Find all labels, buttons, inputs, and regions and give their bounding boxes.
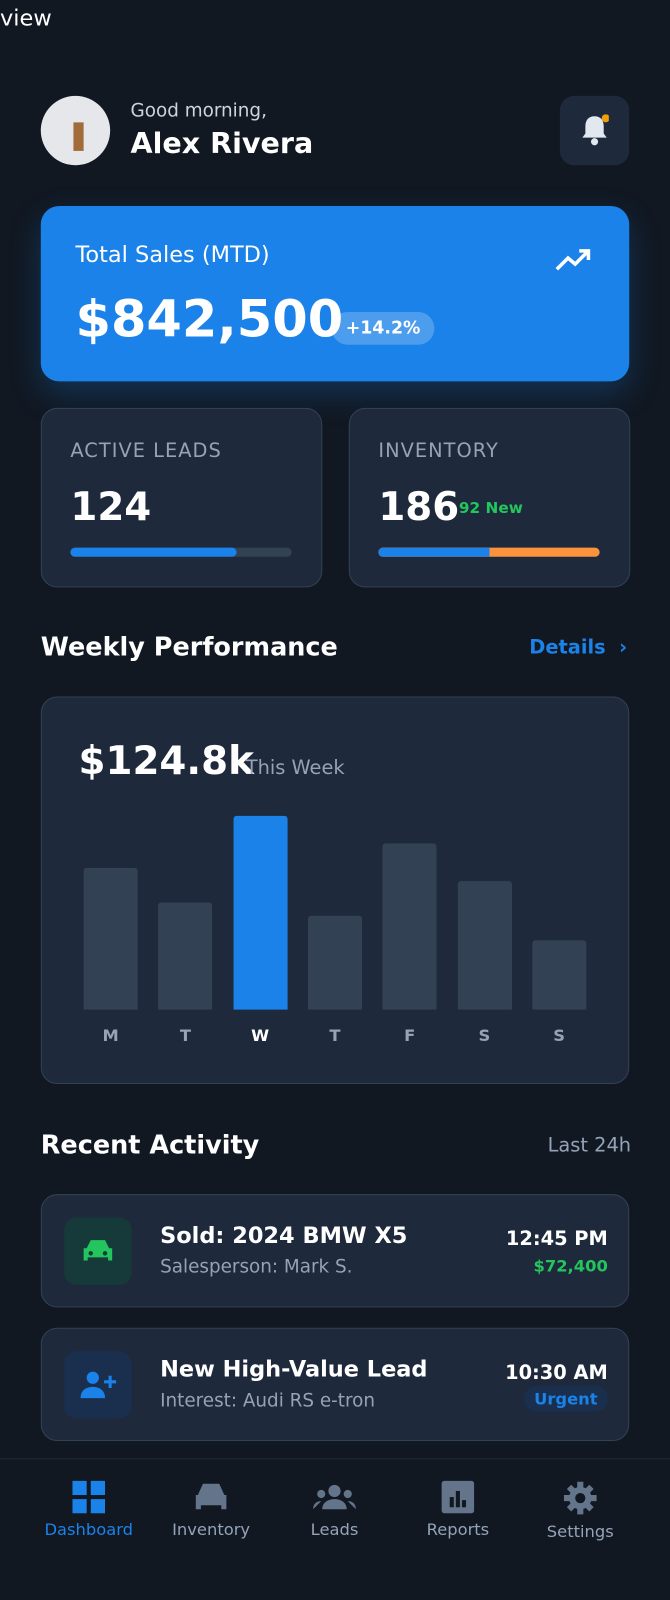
leads-card: ACTIVE LEADS 124 [40, 407, 323, 588]
inventory-card: INVENTORY 186 92 New [348, 407, 631, 588]
day-label: F [404, 1025, 416, 1046]
details-link[interactable]: Details › [529, 636, 628, 659]
greeting: Good morning, [130, 99, 267, 122]
stat-badge: 92 New [458, 498, 523, 518]
nav-label[interactable]: Settings [546, 1521, 614, 1541]
day-label: M [102, 1025, 119, 1046]
bar [382, 843, 437, 1010]
activity-amount: $72,400 [533, 1256, 608, 1276]
bar [83, 867, 138, 1010]
link-text[interactable]: Details [529, 636, 606, 659]
weekly-total: $124.8k [78, 738, 254, 784]
nav-item[interactable]: Settings [524, 1481, 636, 1541]
stat-value: 124 [70, 484, 152, 530]
activity-title: New High-Value Lead [160, 1357, 428, 1383]
bottom-nav [0, 1458, 670, 1600]
sales-value: $842,500 [75, 289, 344, 349]
activity-title: Sold: 2024 BMW X5 [160, 1223, 408, 1250]
progress-fill [378, 547, 489, 557]
activity-time: 12:45 PM [505, 1227, 608, 1251]
user-name: Alex Rivera [130, 126, 314, 161]
section-title: Recent Activity [40, 1129, 260, 1160]
sales-label: Total Sales (MTD) [75, 242, 270, 269]
fragment: view [0, 6, 52, 32]
avatar [40, 95, 111, 166]
activity-subtitle: Salesperson: Mark S. [160, 1256, 353, 1278]
day-label: S [553, 1025, 566, 1046]
progress-track [378, 547, 600, 557]
section-title: Weekly Performance [40, 632, 338, 662]
activity-item[interactable]: New High-Value Lead Interest: Audi RS e-… [40, 1327, 630, 1441]
stat-label: ACTIVE LEADS [70, 439, 222, 462]
nav-label[interactable]: Dashboard [44, 1519, 133, 1539]
day-label: W [251, 1025, 270, 1046]
day-label: T [179, 1025, 191, 1046]
nav-item[interactable]: Inventory [155, 1481, 267, 1539]
trend-icon [555, 249, 591, 271]
nav-item[interactable]: Leads [278, 1481, 390, 1539]
stat-value: 186 [378, 484, 460, 530]
sales-change: +14.2% [331, 312, 435, 345]
weekly-period: This Week [245, 756, 345, 780]
stat-label: INVENTORY [378, 439, 499, 462]
urgent-badge: Urgent [523, 1385, 608, 1412]
nav-label[interactable]: Leads [310, 1519, 359, 1539]
activity-subtitle: Interest: Audi RS e-tron [160, 1389, 376, 1412]
day-label: S [478, 1025, 491, 1046]
activity-range: Last 24h [547, 1134, 632, 1157]
nav-label[interactable]: Inventory [172, 1519, 251, 1539]
icon-box [64, 1217, 132, 1285]
bar [532, 940, 587, 1010]
icon-box [64, 1351, 132, 1419]
nav-item[interactable]: Reports [402, 1480, 514, 1539]
activity-time: 10:30 AM [505, 1361, 608, 1384]
bar [307, 916, 362, 1010]
progress-track [70, 547, 292, 557]
bar [158, 902, 213, 1010]
activity-item[interactable]: Sold: 2024 BMW X5 Salesperson: Mark S. 1… [40, 1194, 630, 1308]
bar [233, 815, 288, 1010]
day-label: T [329, 1025, 341, 1046]
sales-card: Total Sales (MTD) $842,500 +14.2% [40, 205, 630, 382]
nav-label[interactable]: Reports [426, 1519, 490, 1539]
nav-item[interactable]: Dashboard [33, 1480, 145, 1539]
bar [457, 880, 512, 1010]
progress-fill [70, 547, 237, 557]
weekly-chart: $124.8k This Week M T W T F S S [40, 696, 630, 1085]
notification-button[interactable] [559, 95, 630, 166]
